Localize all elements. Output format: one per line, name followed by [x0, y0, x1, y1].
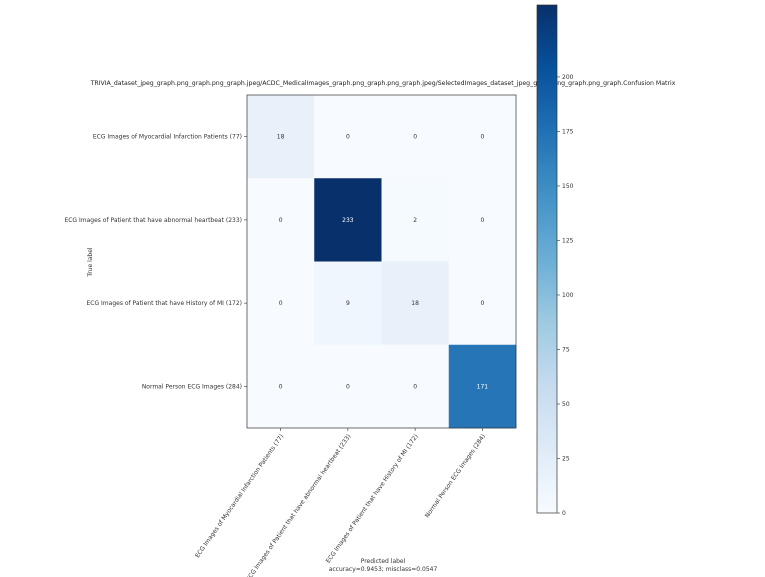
row-tick-label: ECG Images of Patient that have History …	[86, 300, 242, 307]
cell-value: 0	[480, 134, 484, 141]
row-tick-label: Normal Person ECG Images (284)	[142, 383, 242, 390]
matrix-cell	[314, 95, 382, 179]
matrix-cell	[247, 178, 315, 262]
cell-value: 18	[277, 134, 285, 141]
matrix-cell	[314, 344, 382, 429]
cell-value: 0	[279, 300, 283, 307]
matrix-cell	[448, 178, 517, 262]
accuracy-label: accuracy=0.9453; misclass=0.0547	[329, 566, 438, 573]
colorbar-tick-label: 175	[562, 128, 574, 135]
matrix-cells: 18 0 0 0 0 233 2 0 0 9 18 0 0 0 0 171	[247, 95, 517, 429]
row-tick-label: ECG Images of Myocardial Infarction Pati…	[93, 134, 242, 141]
cell-value: 171	[477, 383, 489, 390]
colorbar-tick-label: 75	[562, 346, 570, 353]
cell-value: 0	[413, 383, 417, 390]
cell-value: 0	[413, 134, 417, 141]
cell-value: 18	[411, 300, 419, 307]
column-tick-label: Normal Person ECG Images (284)	[424, 433, 487, 519]
y-axis-label: True label	[87, 247, 94, 277]
chart-title: TRIVIA_dataset_jpeg_graph.png_graph.png_…	[90, 80, 676, 87]
cell-value: 0	[480, 300, 484, 307]
colorbar-tick-label: 25	[562, 455, 570, 462]
colorbar-tick-label: 200	[562, 74, 574, 81]
cell-value: 0	[279, 217, 283, 224]
colorbar-tick-label: 150	[562, 183, 574, 190]
cell-value: 9	[346, 300, 350, 307]
cell-value: 2	[413, 217, 417, 224]
colorbar-tick-label: 50	[562, 401, 570, 408]
cell-value: 0	[480, 217, 484, 224]
cell-value: 233	[342, 217, 354, 224]
matrix-cell	[381, 344, 450, 429]
colorbar-tick-label: 100	[562, 292, 574, 299]
colorbar-tick-label: 125	[562, 237, 574, 244]
matrix-cell	[247, 95, 315, 179]
cell-value: 0	[346, 134, 350, 141]
matrix-cell	[247, 261, 315, 346]
matrix-cell	[247, 344, 315, 429]
colorbar-tick-label: 0	[562, 510, 566, 517]
row-tick-label: ECG Images of Patient that have abnormal…	[64, 217, 242, 224]
matrix-cell	[381, 178, 450, 262]
x-axis-label: Predicted label	[361, 558, 406, 565]
matrix-cell	[448, 344, 517, 429]
colorbar-ticks: 0 25 50 75 100 125 150 175 200	[557, 74, 574, 517]
cell-value: 0	[346, 383, 350, 390]
colorbar	[536, 4, 558, 514]
column-tick-labels: ECG Images of Myocardial Infarction Pati…	[194, 428, 487, 577]
row-tick-labels: ECG Images of Myocardial Infarction Pati…	[64, 134, 247, 390]
matrix-cell	[314, 261, 382, 346]
matrix-cell	[381, 95, 450, 179]
matrix-cell	[448, 95, 517, 179]
matrix-cell	[381, 261, 450, 346]
cell-value: 0	[279, 383, 283, 390]
matrix-cell	[314, 178, 382, 262]
matrix-cell	[448, 261, 517, 346]
plot-frame	[246, 94, 517, 429]
